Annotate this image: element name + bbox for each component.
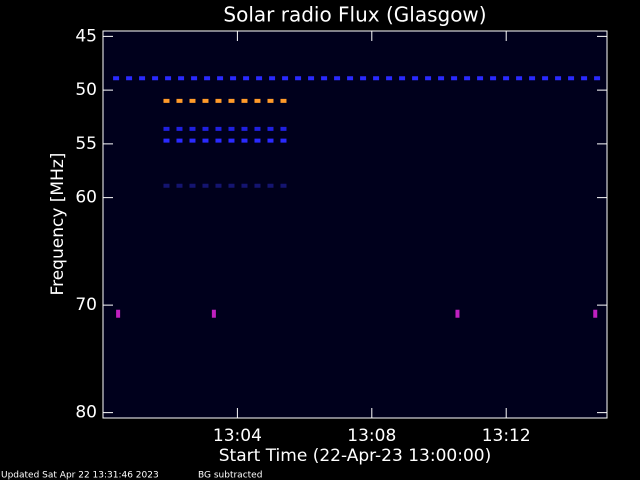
burst-point: [116, 309, 121, 318]
burst-point: [211, 309, 216, 318]
footer-updated: Updated Sat Apr 22 13:31:46 2023: [1, 471, 159, 480]
chart-title: Solar radio Flux (Glasgow): [223, 3, 486, 27]
y-tick-label: 45: [75, 26, 97, 46]
x-tick-label: 13:04: [213, 426, 262, 446]
x-axis-label: Start Time (22-Apr-23 13:00:00): [219, 446, 491, 466]
y-tick-label: 60: [75, 188, 97, 208]
plot-frame: [102, 30, 608, 419]
y-tick-label: 70: [75, 295, 97, 315]
footer-note: BG subtracted: [198, 471, 262, 480]
x-tick-label: 13:08: [347, 426, 396, 446]
y-tick-label: 50: [75, 80, 97, 100]
y-axis-label: Frequency [MHz]: [48, 153, 68, 296]
plot-area: [103, 31, 607, 418]
burst-point: [455, 309, 460, 318]
y-tick-label: 55: [75, 134, 97, 154]
y-tick-label: 80: [75, 403, 97, 423]
x-tick-label: 13:12: [482, 426, 531, 446]
burst-point: [593, 309, 598, 318]
